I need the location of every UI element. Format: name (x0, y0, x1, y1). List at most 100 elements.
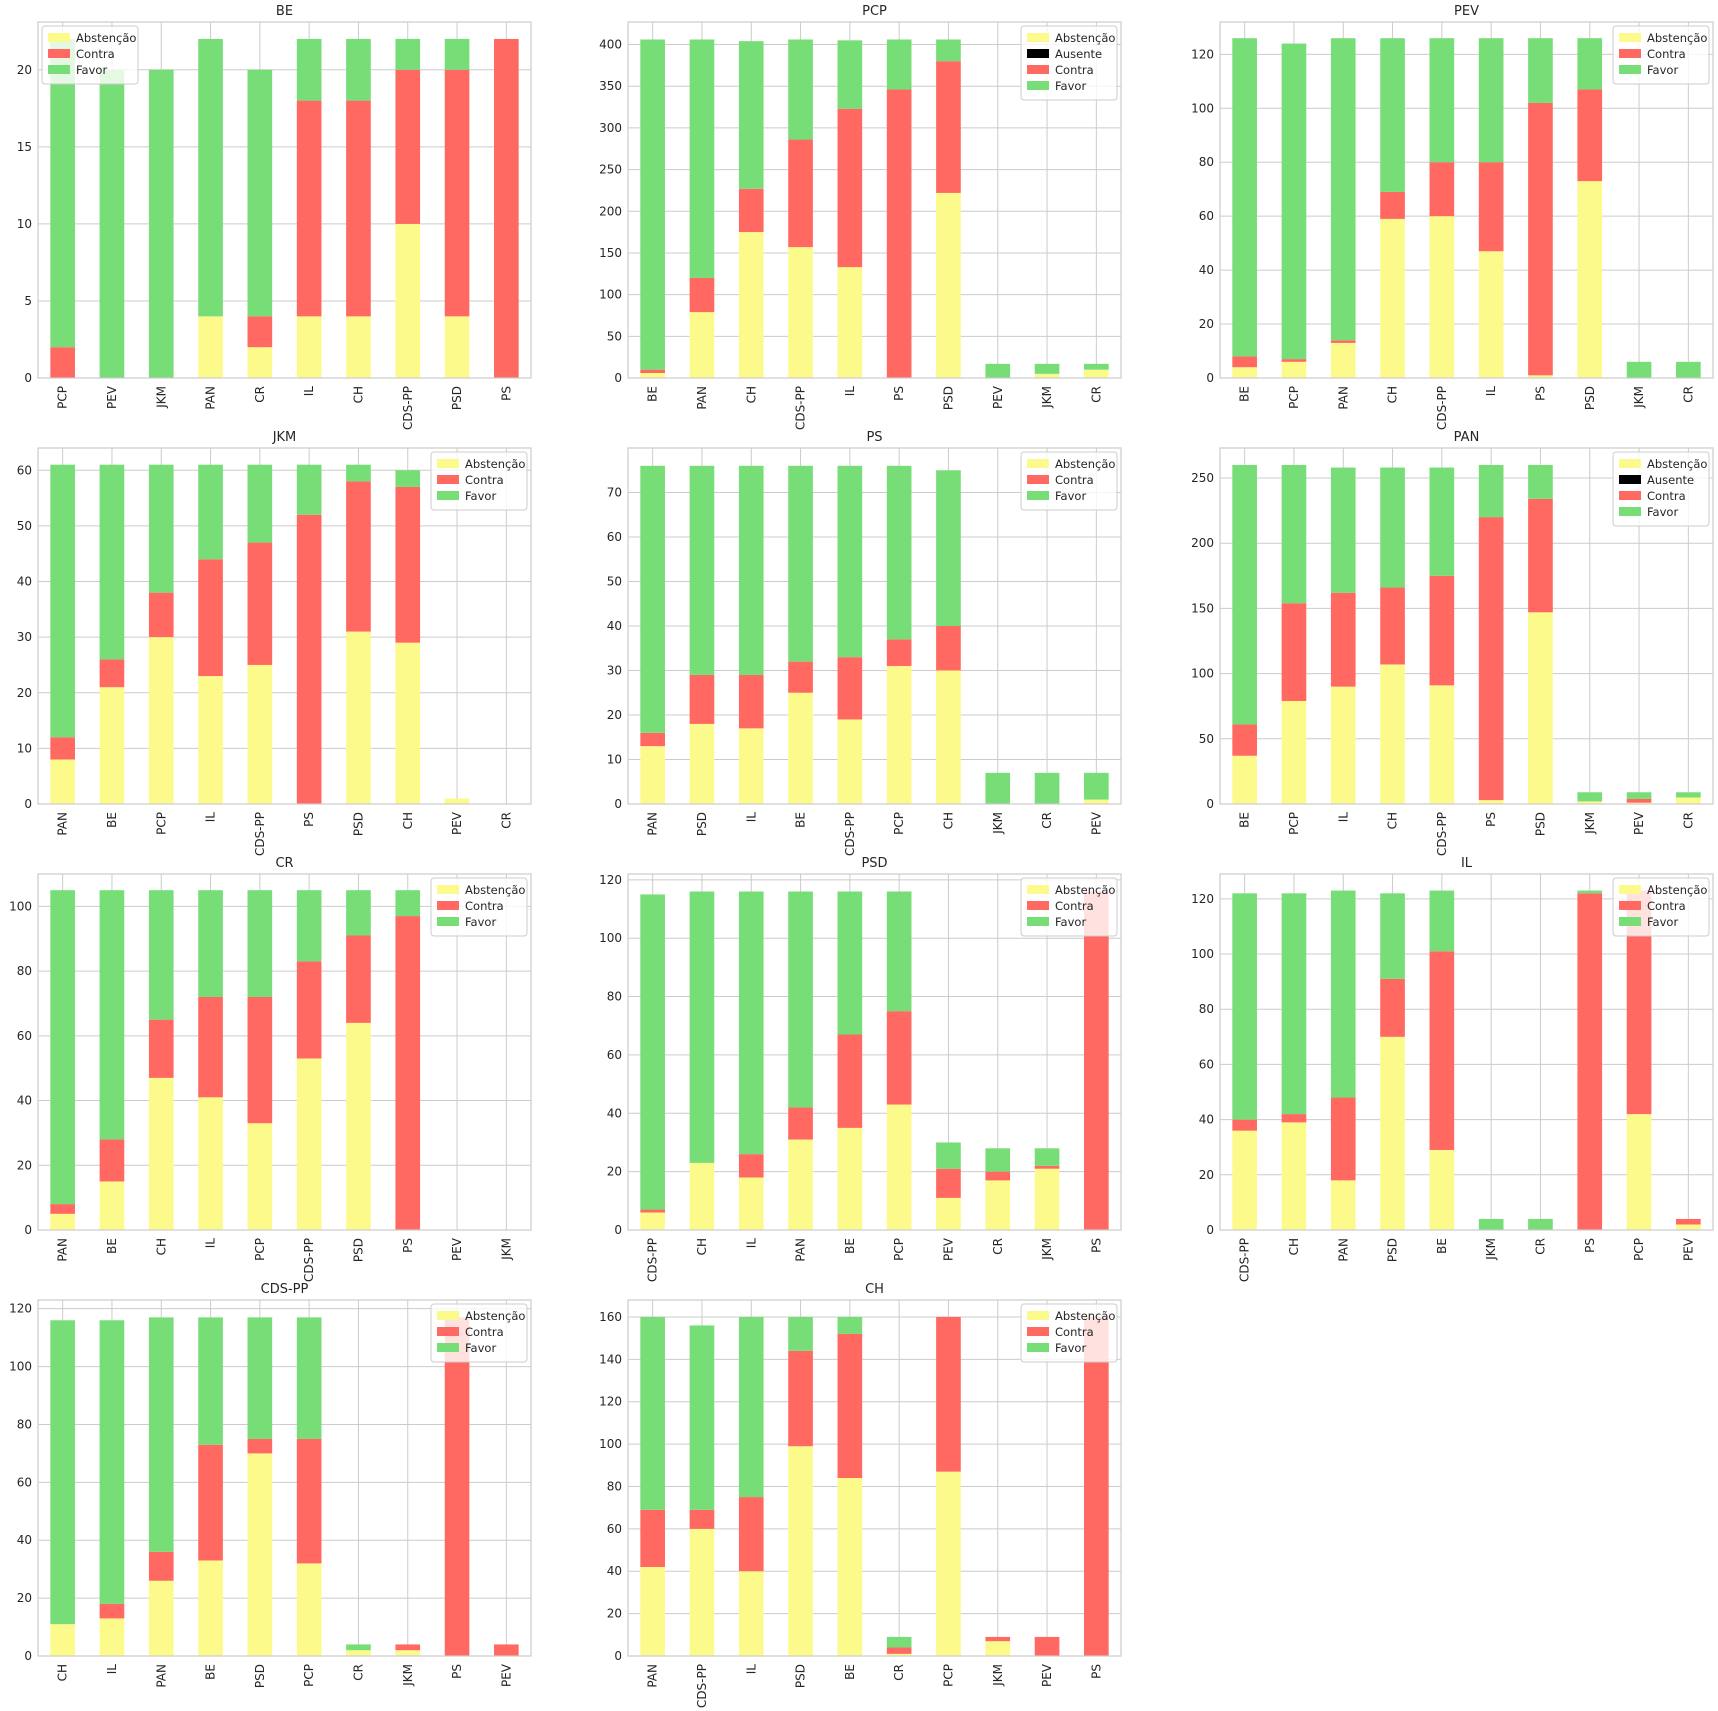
y-tick-label: 0 (614, 1649, 622, 1663)
bar-ch-contra (346, 100, 371, 317)
bar-cds-pp-contra (788, 139, 813, 248)
bar-pan-contra (689, 277, 715, 313)
y-tick-label: 80 (1199, 155, 1214, 169)
x-tick-label: PS (401, 1238, 415, 1253)
bar-ps-contra (395, 916, 421, 1230)
bar-il-contra (837, 108, 863, 268)
y-tick-label: 60 (17, 1475, 32, 1489)
bar-il-contra (296, 100, 322, 317)
x-tick-label: CH (1386, 812, 1400, 829)
y-tick-label: 120 (599, 1395, 622, 1409)
bar-pan-favor (1330, 38, 1356, 341)
bar-be-favor (99, 464, 125, 660)
y-tick-label: 20 (607, 708, 622, 722)
bar-be-favor (99, 890, 125, 1140)
subplot-title: CH (865, 1282, 884, 1297)
bar-pan-favor (1330, 890, 1356, 1098)
bar-cr-favor (886, 1636, 912, 1648)
legend-swatch-favor (1027, 917, 1049, 926)
bar-pcp-contra (886, 1011, 912, 1105)
bar-pan-favor (50, 464, 75, 738)
bar-psd-favor (444, 38, 470, 70)
legend-label: Contra (465, 473, 504, 487)
y-tick-label: 100 (599, 1437, 622, 1451)
legend-label: Contra (1055, 473, 1094, 487)
x-tick-label: PAN (695, 386, 709, 410)
subplot-title: PSD (861, 856, 887, 871)
bar-be-absten-o (837, 1127, 863, 1230)
x-tick-label: PSD (941, 386, 955, 410)
x-tick-label: CR (253, 386, 267, 403)
bar-psd-favor (1528, 464, 1553, 499)
legend-label: Favor (1647, 505, 1678, 519)
x-tick-label: PEV (1040, 1663, 1054, 1687)
x-tick-label: PEV (1089, 811, 1103, 835)
y-tick-label: 80 (607, 990, 622, 1004)
legend-label: Contra (1647, 47, 1686, 61)
x-tick-label: CDS-PP (302, 1238, 316, 1282)
bar-cds-pp-favor (395, 38, 421, 70)
legend-label: Favor (1647, 63, 1678, 77)
bar-psd-contra (689, 674, 715, 724)
legend-label: Favor (1647, 915, 1678, 929)
legend-swatch-contra (437, 475, 459, 484)
bar-il-favor (738, 465, 764, 675)
bar-psd-contra (346, 481, 371, 632)
y-tick-label: 160 (599, 1310, 622, 1324)
x-tick-label: CDS-PP (646, 1238, 660, 1282)
x-tick-label: PAN (154, 1664, 168, 1688)
bar-jkm-absten-o (395, 1650, 421, 1656)
y-tick-label: 40 (17, 575, 32, 589)
bar-cds-pp-absten-o (837, 719, 863, 804)
bar-ps-contra (1577, 893, 1603, 1230)
legend-label: Contra (465, 899, 504, 913)
y-tick-label: 20 (607, 1165, 622, 1179)
bar-cr-favor (346, 1644, 371, 1651)
bar-cds-pp-absten-o (788, 247, 813, 378)
bar-ch-contra (395, 486, 421, 643)
bar-ch-contra (1281, 1114, 1307, 1123)
legend-label: Abstenção (1055, 883, 1115, 897)
bar-pev-absten-o (936, 1197, 961, 1230)
subplot-title: PS (866, 430, 882, 445)
legend-swatch-favor (1619, 507, 1641, 516)
legend-swatch-contra (1619, 491, 1641, 500)
y-tick-label: 0 (614, 797, 622, 811)
y-tick-label: 100 (9, 899, 32, 913)
x-tick-label: IL (1336, 812, 1350, 823)
bar-ch-favor (689, 891, 715, 1163)
plot-frame (37, 21, 532, 379)
legend-swatch-favor (1619, 65, 1641, 74)
plot-frame (627, 447, 1122, 805)
y-tick-label: 0 (1206, 371, 1214, 385)
legend: Abstenção Ausente Contra Favor (1612, 451, 1710, 527)
x-tick-label: CH (1287, 1238, 1301, 1255)
bar-psd-favor (346, 464, 371, 482)
bar-ps-contra (886, 89, 912, 378)
bar-psd-absten-o (689, 723, 715, 804)
bar-jkm-absten-o (985, 1641, 1011, 1656)
x-tick-label: IL (744, 1238, 758, 1249)
bar-jkm-contra (1034, 1165, 1060, 1169)
bar-cds-pp-favor (837, 465, 863, 658)
bar-psd-favor (788, 1316, 813, 1351)
bar-cr-absten-o (1084, 369, 1109, 378)
y-tick-label: 120 (9, 1302, 32, 1316)
x-tick-label: CR (1681, 812, 1695, 829)
y-tick-label: 50 (607, 575, 622, 589)
x-tick-label: PS (1533, 386, 1547, 401)
legend: Abstenção Contra Favor (41, 25, 139, 85)
x-tick-label: PCP (1632, 1238, 1646, 1261)
y-tick-label: 100 (9, 1360, 32, 1374)
bar-cds-pp-absten-o (1429, 216, 1455, 378)
bar-pcp-contra (936, 1316, 961, 1472)
x-tick-label: BE (794, 812, 808, 828)
bar-il-favor (296, 38, 322, 101)
bar-psd-contra (788, 1350, 813, 1447)
x-tick-label: PEV (1632, 811, 1646, 835)
y-tick-label: 20 (17, 63, 32, 77)
x-tick-label: PSD (1583, 386, 1597, 410)
y-tick-label: 40 (607, 619, 622, 633)
bar-pan-absten-o (640, 1567, 665, 1656)
x-tick-label: BE (1435, 1238, 1449, 1254)
